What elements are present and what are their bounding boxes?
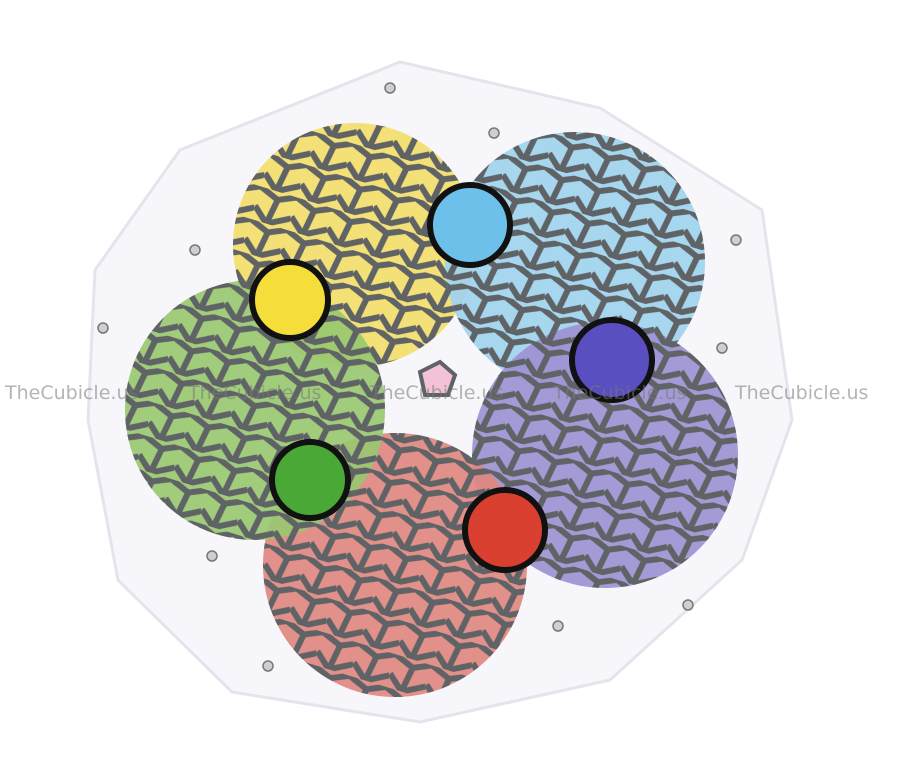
screw-icon: [716, 342, 728, 354]
watermark-text: TheCubicle.us: [187, 382, 321, 404]
screw-icon: [488, 127, 500, 139]
screw-icon: [189, 244, 201, 256]
purple-piece: [569, 317, 655, 403]
screw-icon: [682, 599, 694, 611]
screw-icon: [730, 234, 742, 246]
screw-icon: [206, 550, 218, 562]
screw-icon: [262, 660, 274, 672]
watermark-text: TheCubicle.us: [734, 382, 868, 404]
watermark-text: TheCubicle.us: [4, 382, 138, 404]
watermark-text: TheCubicle.us: [369, 382, 503, 404]
center-piece: [417, 359, 458, 397]
screw-icon: [384, 82, 396, 94]
watermark-text: TheCubicle.us: [552, 382, 686, 404]
blue-piece: [427, 182, 513, 268]
red-piece: [462, 487, 548, 573]
screw-icon: [552, 620, 564, 632]
screw-icon: [97, 322, 109, 334]
yellow-piece: [249, 259, 331, 341]
green-piece: [269, 439, 351, 521]
